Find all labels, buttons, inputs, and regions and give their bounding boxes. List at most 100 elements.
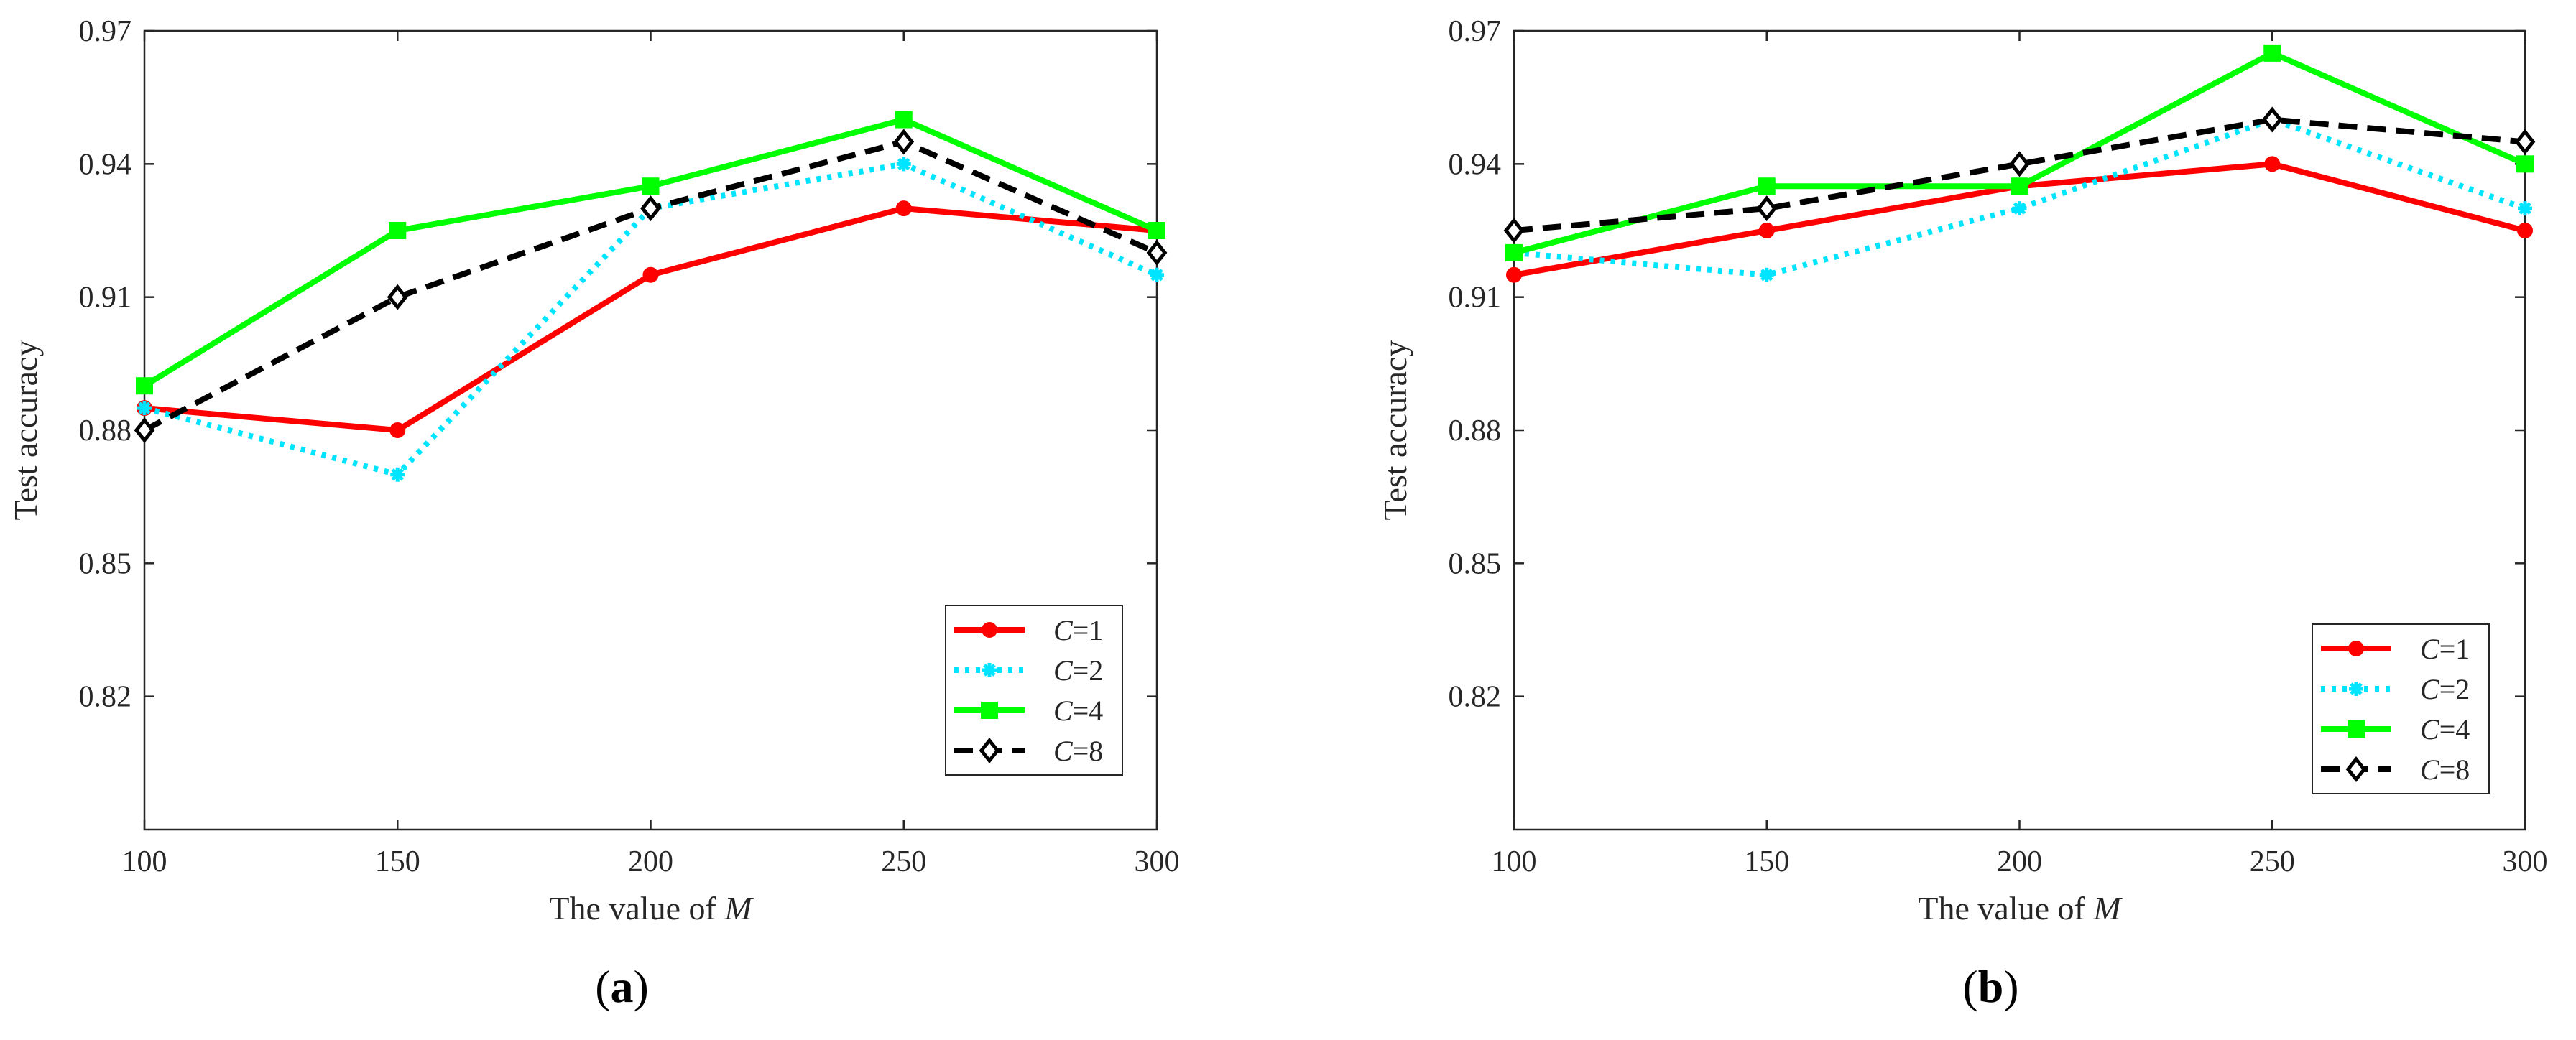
legend-entry-label: C=8	[1053, 735, 1103, 767]
data-point	[1148, 222, 1165, 239]
y-axis-label: Test accuracy	[7, 340, 44, 521]
panel-label-close: )	[634, 961, 649, 1012]
y-tick-label: 0.97	[79, 15, 132, 48]
y-tick-label: 0.82	[79, 681, 132, 714]
legend-swatch-marker	[982, 622, 997, 638]
x-tick-label: 300	[2503, 845, 2548, 878]
x-axis-label-variable: M	[2092, 890, 2123, 927]
data-point	[389, 222, 407, 239]
data-point	[1758, 223, 1775, 238]
legend-entry-value: =2	[1073, 654, 1104, 687]
data-point	[2012, 201, 2027, 216]
data-point	[1756, 195, 1778, 222]
legend-entry-variable: C	[2420, 753, 2440, 786]
legend-swatch-marker	[2349, 682, 2363, 696]
data-point	[1506, 266, 1522, 283]
legend-entry-value: =8	[1073, 735, 1104, 767]
x-tick-label: 100	[122, 845, 167, 878]
y-tick-label: 0.85	[79, 547, 132, 580]
data-point	[893, 129, 915, 155]
y-axis-label: Test accuracy	[1377, 340, 1413, 521]
data-point	[1503, 217, 1525, 244]
series-c8	[134, 129, 1168, 444]
y-tick-label: 0.94	[1449, 148, 1502, 181]
data-point	[2518, 201, 2532, 216]
x-tick-label: 300	[1135, 845, 1180, 878]
legend-entry-variable: C	[1053, 695, 1074, 727]
legend: C=1C=2C=4C=8	[945, 605, 1123, 776]
x-tick-label: 100	[1492, 845, 1537, 878]
y-tick-label: 0.85	[1449, 547, 1502, 580]
data-point	[136, 377, 153, 395]
legend-entry-label: C=1	[2420, 633, 2470, 665]
data-point	[389, 422, 406, 438]
x-axis-label-text: The value of	[1918, 890, 2093, 927]
data-point	[2264, 156, 2281, 172]
x-tick-label: 250	[2250, 845, 2295, 878]
legend-entry-value: =8	[2439, 753, 2470, 786]
data-point	[2263, 44, 2281, 62]
data-point	[896, 157, 911, 172]
legend-swatch-marker	[2348, 641, 2364, 656]
data-point	[2517, 223, 2533, 238]
legend-entry-value: =4	[2439, 713, 2470, 746]
y-tick-label: 0.94	[79, 148, 132, 181]
data-point	[2011, 177, 2028, 195]
legend-swatch-marker	[2348, 720, 2365, 738]
x-axis-label: The value of M	[549, 890, 754, 927]
data-point	[390, 467, 405, 482]
legend-swatch-marker	[982, 663, 997, 677]
x-tick-label: 200	[1997, 845, 2042, 878]
data-point	[1150, 267, 1164, 282]
series-c4	[1505, 44, 2534, 261]
data-point	[642, 266, 659, 283]
y-tick-label: 0.88	[79, 414, 132, 447]
series-c4	[136, 111, 1165, 395]
data-point	[895, 200, 912, 217]
legend-entry-variable: C	[2420, 673, 2440, 705]
legend-swatch-marker	[981, 702, 998, 719]
panel-label-close: )	[2003, 961, 2018, 1012]
legend-entry-value: =4	[1073, 695, 1104, 727]
x-tick-label: 150	[375, 845, 420, 878]
panel-label: (b)	[1962, 961, 2018, 1012]
legend-entry-value: =1	[2439, 633, 2470, 665]
legend-entry-label: C=8	[2420, 753, 2470, 786]
data-point	[387, 284, 408, 310]
legend-entry-label: C=1	[1053, 614, 1103, 646]
legend-entry-variable: C	[2420, 713, 2440, 746]
y-tick-label: 0.91	[79, 282, 132, 315]
legend-entry-value: =2	[2439, 673, 2470, 705]
chart-panel-a: 100 150 200 250 300 0.82 0.85 0.88 0.91 0.94 0.97 T…	[7, 15, 1180, 1012]
y-tick-label: 0.97	[1449, 15, 1502, 48]
data-point	[1759, 267, 1774, 282]
x-tick-label: 200	[628, 845, 673, 878]
legend-entry-label: C=4	[1053, 695, 1103, 727]
legend-entry-label: C=4	[2420, 713, 2470, 746]
y-tick-label: 0.88	[1449, 414, 1502, 447]
x-tick-label: 250	[881, 845, 926, 878]
legend-entry-variable: C	[1053, 735, 1074, 767]
x-axis-label-text: The value of	[549, 890, 724, 927]
panel-label: (a)	[595, 961, 649, 1012]
y-tick-label: 0.82	[1449, 681, 1502, 714]
legend-entry-label: C=2	[1053, 654, 1103, 687]
chart-panel-b: 100 150 200 250 300 0.82 0.85 0.88 0.91 0.94 0.97 T…	[1377, 15, 2548, 1012]
x-tick-label: 150	[1744, 845, 1789, 878]
legend-entry-variable: C	[1053, 654, 1074, 687]
panel-label-open: (	[1962, 961, 1977, 1012]
data-point	[137, 401, 152, 416]
panel-label-letter: a	[611, 961, 634, 1012]
data-point	[134, 417, 155, 444]
legend-entry-label: C=2	[2420, 673, 2470, 705]
panel-label-letter: b	[1978, 961, 2004, 1012]
legend-box	[2312, 623, 2490, 794]
data-point	[895, 111, 913, 129]
legend-entry-value: =1	[1073, 614, 1104, 646]
x-axis-label-variable: M	[724, 890, 754, 927]
data-point	[2261, 106, 2283, 133]
data-point	[2009, 151, 2030, 177]
legend-entry-variable: C	[2420, 633, 2440, 665]
data-point	[1505, 243, 1523, 261]
series-c8	[1503, 106, 2536, 244]
